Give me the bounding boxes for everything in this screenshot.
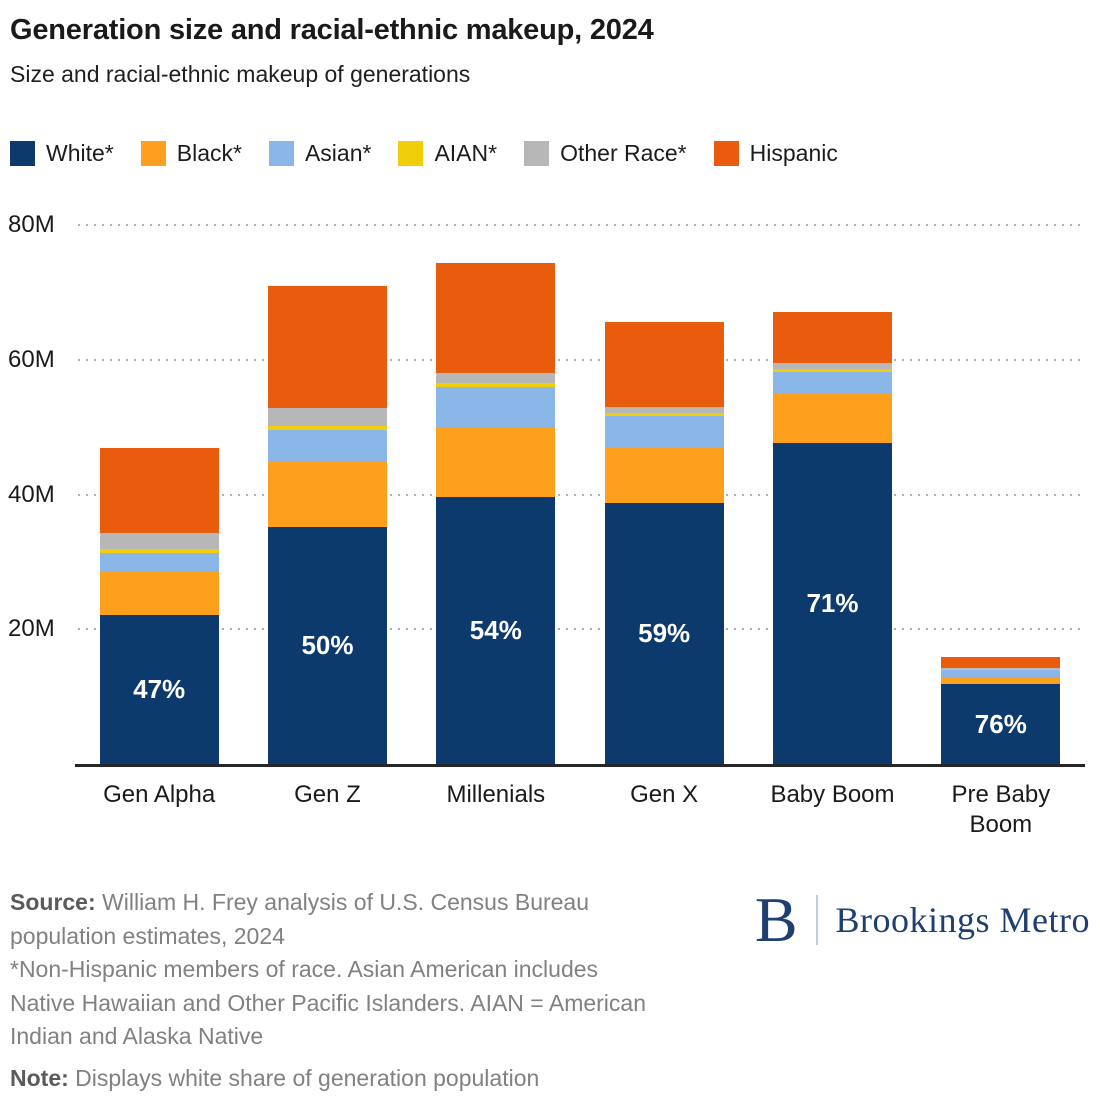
brookings-logo-b-icon: B bbox=[754, 884, 798, 955]
bar-segment-hispanic bbox=[604, 322, 724, 407]
source-notes: Source: William H. Frey analysis of U.S.… bbox=[10, 886, 740, 1095]
bar-segment-asian bbox=[604, 416, 724, 448]
legend-item-aian: AIAN* bbox=[398, 140, 497, 167]
y-gridline-60M bbox=[78, 358, 1085, 361]
bar-segment-black bbox=[773, 394, 892, 444]
bar-segment-black bbox=[941, 677, 1061, 685]
brookings-metro-logo: B Brookings Metro bbox=[755, 888, 1090, 952]
bar-segment-black bbox=[268, 460, 387, 528]
bar-segment-other-race bbox=[604, 406, 724, 413]
bar-baby-boom: 71% bbox=[773, 311, 892, 764]
bar-pre-baby-boom: 76% bbox=[941, 657, 1061, 764]
brookings-logo-name: Brookings Metro bbox=[835, 900, 1090, 940]
x-axis-label-gen-x: Gen X bbox=[630, 781, 699, 808]
bar-segment-asian bbox=[941, 669, 1061, 678]
bar-segment-white: 59% bbox=[604, 503, 724, 764]
bar-gen-x: 59% bbox=[604, 322, 724, 764]
white-share-label: 47% bbox=[133, 673, 186, 704]
y-tick-label: 80M bbox=[8, 211, 55, 238]
legend-swatch-other-race bbox=[524, 140, 550, 166]
bar-segment-other-race bbox=[99, 532, 219, 550]
bar-segment-other-race bbox=[436, 373, 556, 384]
chart-footer: Source: William H. Frey analysis of U.S.… bbox=[10, 886, 1090, 1095]
bar-segment-hispanic bbox=[941, 657, 1061, 668]
chart-subtitle: Size and racial-ethnic makeup of generat… bbox=[10, 61, 471, 87]
y-gridline-80M bbox=[78, 224, 1085, 226]
bar-millenials: 54% bbox=[436, 263, 556, 764]
legend-label: White* bbox=[46, 139, 114, 166]
footnote-text: *Non-Hispanic members of race. Asian Ame… bbox=[10, 956, 646, 1049]
bar-segment-aian bbox=[941, 668, 1061, 670]
legend-item-other-race: Other Race* bbox=[524, 140, 687, 167]
white-share-label: 76% bbox=[974, 708, 1027, 739]
legend-label: Asian* bbox=[304, 139, 372, 166]
source-text: Source: William H. Frey analysis of U.S.… bbox=[10, 889, 590, 949]
legend-swatch-hispanic bbox=[713, 140, 739, 166]
legend-swatch-aian bbox=[398, 140, 424, 166]
source-label: Source: bbox=[10, 889, 103, 915]
y-tick-label: 20M bbox=[8, 615, 55, 643]
legend-swatch-black bbox=[140, 140, 166, 166]
note-text: Note: Displays white share of generation… bbox=[10, 1064, 540, 1091]
bar-segment-white: 76% bbox=[941, 684, 1061, 764]
bar-gen-alpha: 47% bbox=[99, 448, 219, 764]
x-axis-label-millenials: Millenials bbox=[446, 781, 546, 808]
chart-legend: White* Black* Asian* AIAN* Other Race* Hispan… bbox=[10, 138, 1090, 168]
bar-segment-hispanic bbox=[99, 448, 219, 533]
bar-segment-other-race bbox=[773, 362, 892, 369]
bar-segment-other-race bbox=[268, 408, 387, 427]
bar-segment-hispanic bbox=[773, 311, 892, 363]
bar-segment-white: 47% bbox=[99, 615, 219, 764]
legend-swatch-white bbox=[10, 140, 35, 166]
legend-swatch-asian bbox=[268, 140, 294, 166]
legend-label: Black* bbox=[176, 139, 242, 166]
bar-segment-hispanic bbox=[436, 263, 556, 374]
bar-segment-other-race bbox=[941, 667, 1061, 669]
x-axis-line bbox=[75, 764, 1085, 767]
legend-item-black: Black* bbox=[140, 139, 242, 167]
stacked-bar-chart: 80M 60M 40M 20M 47% Gen Alpha 50% Gen Z 54% Mille… bbox=[0, 168, 1100, 844]
x-axis-label-pre-baby-boom: Pre Baby Boom bbox=[951, 781, 1051, 838]
y-tick-label: 40M bbox=[8, 480, 55, 508]
x-axis-label-gen-alpha: Gen Alpha bbox=[103, 781, 216, 808]
bar-gen-z: 50% bbox=[268, 285, 387, 764]
bar-segment-asian bbox=[773, 371, 892, 395]
bar-segment-hispanic bbox=[268, 285, 387, 409]
bar-segment-black bbox=[436, 428, 556, 498]
page-title: Generation size and racial-ethnic makeup… bbox=[10, 14, 654, 46]
y-gridline-20M bbox=[78, 628, 1085, 631]
bar-segment-aian bbox=[436, 383, 556, 387]
legend-item-hispanic: Hispanic bbox=[713, 139, 838, 167]
bar-segment-aian bbox=[99, 549, 219, 554]
white-share-label: 59% bbox=[638, 618, 691, 649]
y-tick-label: 60M bbox=[8, 345, 55, 373]
bar-segment-aian bbox=[268, 426, 387, 430]
legend-item-white: White* bbox=[10, 140, 114, 167]
bar-segment-aian bbox=[773, 368, 892, 372]
chart-header: Generation size and racial-ethnic makeup… bbox=[0, 0, 1100, 88]
legend-label: Hispanic bbox=[749, 139, 838, 166]
bar-segment-white: 71% bbox=[773, 443, 892, 764]
bar-segment-aian bbox=[604, 412, 724, 417]
bar-segment-black bbox=[604, 447, 724, 504]
bar-segment-black bbox=[99, 571, 219, 616]
bar-segment-asian bbox=[99, 553, 219, 572]
bar-segment-white: 54% bbox=[436, 497, 556, 764]
bar-segment-asian bbox=[436, 386, 556, 429]
x-axis-label-gen-z: Gen Z bbox=[294, 781, 361, 808]
white-share-label: 50% bbox=[301, 630, 354, 661]
white-share-label: 71% bbox=[806, 588, 859, 619]
bar-segment-white: 50% bbox=[268, 527, 387, 764]
y-gridline-40M bbox=[78, 493, 1085, 496]
legend-item-asian: Asian* bbox=[268, 139, 372, 167]
white-share-label: 54% bbox=[469, 615, 522, 646]
logo-divider bbox=[815, 895, 818, 945]
legend-label: AIAN* bbox=[434, 139, 498, 166]
bar-segment-asian bbox=[268, 429, 387, 461]
legend-label: Other Race* bbox=[560, 139, 687, 166]
note-label: Note: bbox=[10, 1064, 76, 1091]
x-axis-label-baby-boom: Baby Boom bbox=[770, 781, 895, 808]
